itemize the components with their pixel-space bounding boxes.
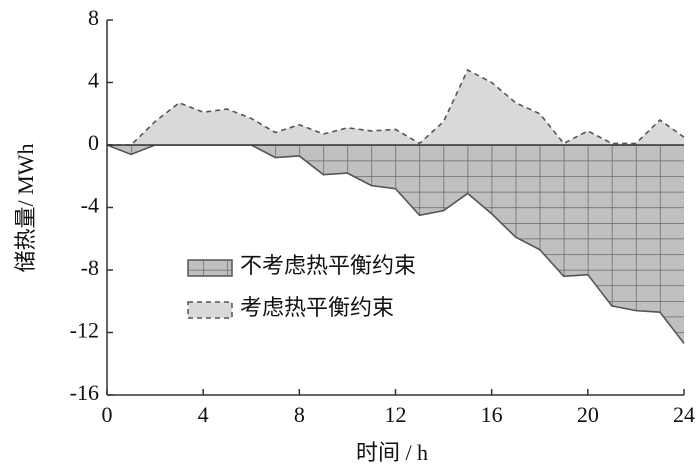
legend-label: 考虑热平衡约束: [240, 295, 394, 320]
legend-label: 不考虑热平衡约束: [240, 253, 416, 278]
y-tick-label: 0: [88, 130, 99, 155]
series-area: [107, 145, 684, 344]
y-tick-label: 4: [88, 68, 99, 93]
y-axis-label: 储热量/ MWh: [13, 144, 38, 273]
x-tick-label: 12: [385, 402, 407, 427]
y-tick-label: -4: [81, 193, 99, 218]
y-tick-label: 8: [88, 5, 99, 30]
y-tick-label: -8: [81, 255, 99, 280]
y-tick-label: -16: [70, 380, 99, 405]
legend-swatch: [187, 259, 233, 277]
series-area: [107, 70, 684, 145]
x-axis-label: 时间 / h: [356, 440, 428, 465]
x-tick-label: 20: [577, 402, 599, 427]
x-tick-label: 8: [294, 402, 305, 427]
x-tick-label: 16: [481, 402, 503, 427]
x-tick-label: 0: [102, 402, 113, 427]
x-tick-label: 4: [198, 402, 209, 427]
series-line: [107, 68, 685, 146]
x-tick-label: 24: [673, 402, 695, 427]
y-tick-label: -12: [70, 318, 99, 343]
legend-swatch: [187, 301, 233, 319]
